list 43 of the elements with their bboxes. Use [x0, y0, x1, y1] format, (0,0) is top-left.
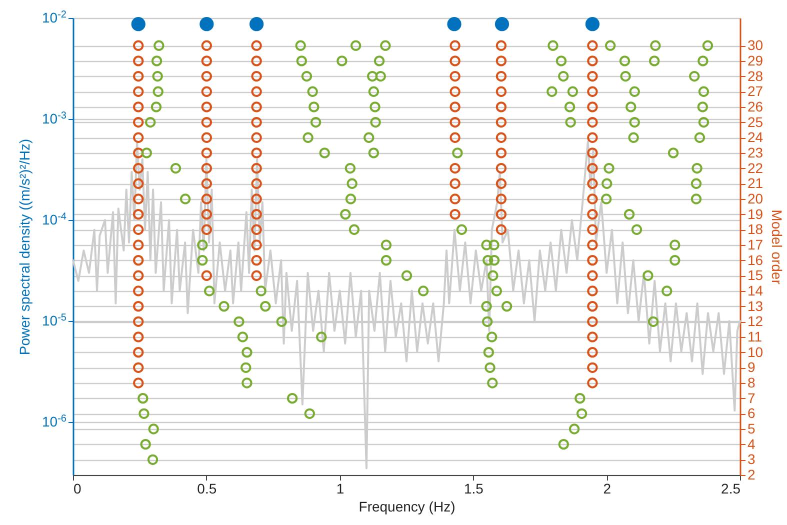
y2-tick-label: 2	[748, 466, 756, 482]
y-tick-label: 10$^{-2}$	[42, 9, 67, 26]
y2-tick-label: 27	[748, 83, 764, 100]
x-tick-label: 2	[603, 480, 612, 496]
y2-tick-label: 29	[748, 52, 764, 68]
y2-tick-label: 26	[748, 98, 764, 114]
y-tick-label: 10$^{-3}$	[42, 110, 67, 127]
y2-tick-label: 24	[748, 129, 764, 146]
y2-tick-label: 17	[748, 236, 764, 252]
y-tick-label: 10$^{-4}$	[42, 211, 67, 228]
y2-tick-label: 8	[748, 374, 756, 390]
y2-tick-label: 16	[748, 252, 764, 268]
x-tick-label: 0	[74, 480, 82, 496]
y2-tick-label: 23	[748, 144, 764, 160]
y2-tick-label: 30	[748, 37, 764, 54]
x-axis-title: Frequency (Hz)	[358, 498, 456, 514]
y2-tick-label: 7	[748, 390, 756, 406]
y2-tick-label: 18	[748, 221, 764, 238]
y2-tick-label: 4	[748, 436, 756, 452]
y2-tick-label: 28	[748, 68, 764, 84]
y2-tick-label: 13	[748, 298, 764, 314]
y2-tick-label: 10	[748, 344, 764, 360]
y2-axis-title: Model order	[769, 210, 786, 285]
y-axis-title: Power spectral density ((m/s²)²/Hz)	[16, 138, 32, 356]
x-tick-label: 0.5	[197, 480, 217, 496]
y2-tick-label: 3	[748, 451, 756, 468]
y2-tick-label: 15	[748, 267, 764, 284]
y2-tick-label: 11	[748, 328, 762, 344]
y2-tick-label: 12	[748, 313, 764, 330]
y2-tick-label: 19	[748, 206, 764, 222]
x-tick-label: 1.5	[464, 480, 484, 496]
y2-tick-label: 21	[748, 175, 764, 192]
x-tick-label: 2.5	[721, 480, 741, 496]
y2-tick-label: 9	[748, 359, 756, 376]
y2-tick-label: 20	[748, 190, 764, 206]
y2-tick-label: 22	[748, 160, 764, 176]
y2-tick-label: 14	[748, 282, 764, 298]
y2-tick-label: 5	[748, 420, 756, 436]
y-tick-label: 10$^{-6}$	[42, 413, 67, 430]
x-tick-label: 1	[336, 480, 344, 496]
y2-tick-label: 6	[748, 405, 756, 422]
y-tick-label: 10$^{-5}$	[42, 312, 67, 329]
y2-tick-label: 25	[748, 114, 764, 130]
